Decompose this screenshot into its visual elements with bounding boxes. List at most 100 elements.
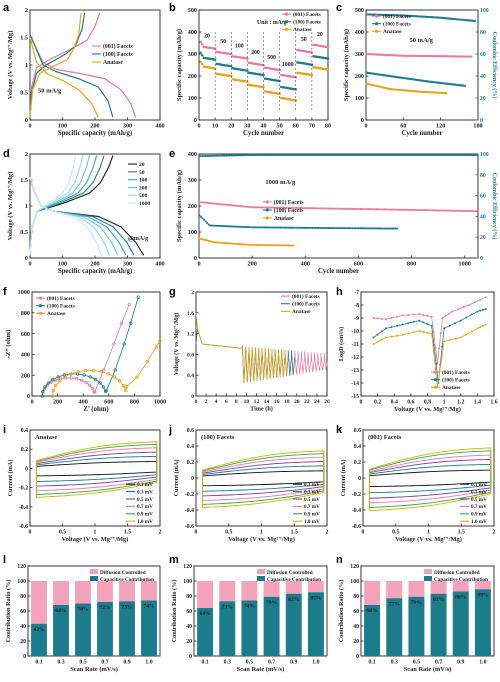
chart-a: 0 100 200 300 400 0 0.5 1 1.5 2 Specific capacity … <box>7 7 165 137</box>
data-point <box>462 209 465 212</box>
data-point <box>380 317 383 320</box>
data-point <box>379 208 383 211</box>
data-point <box>384 327 387 330</box>
y2-tick-label: 40 <box>480 214 486 220</box>
legend-entry: (100) Facets <box>47 303 75 310</box>
data-point <box>301 207 304 210</box>
data-point <box>218 154 222 157</box>
data-point <box>395 153 399 157</box>
panel-label-g: g <box>169 286 176 298</box>
data-point <box>326 57 330 60</box>
data-point <box>364 227 367 230</box>
data-point <box>268 226 271 229</box>
data-point <box>333 227 336 230</box>
data-point <box>206 154 209 157</box>
data-point <box>397 153 400 157</box>
y2-tick-label: 0 <box>480 256 483 262</box>
data-point <box>273 153 276 157</box>
data-point <box>255 206 258 209</box>
data-point <box>281 244 284 247</box>
data-point <box>233 204 236 207</box>
panel-g: g 0 2 4 6 8 10 12 14 16 18 20 22 24 26 0 0.4 0.8 1.2 1.6 2 Ti… <box>166 284 333 422</box>
data-point <box>439 332 442 335</box>
data-point <box>324 226 327 230</box>
data-point <box>319 153 322 157</box>
data-point <box>400 208 403 211</box>
legend-marker <box>38 296 43 300</box>
legend-entry: 1.0 mV <box>304 519 320 525</box>
data-point <box>410 153 413 157</box>
legend-entry: (001) Facets <box>103 43 134 50</box>
x-tick-label: 0.2 <box>374 399 381 405</box>
data-point <box>200 54 204 57</box>
y-tick-label: 200 <box>21 372 30 379</box>
data-point <box>202 201 206 204</box>
y-tick-label: 40 <box>20 624 26 630</box>
panel-label-a: a <box>3 2 10 14</box>
data-point <box>325 153 328 157</box>
legend-entry: Anatase <box>292 309 311 315</box>
data-point <box>426 331 429 334</box>
data-point <box>54 383 58 388</box>
data-point <box>396 334 399 337</box>
data-point <box>360 227 363 230</box>
x-tick-label: 0.9 <box>290 660 297 666</box>
x-tick-label: 1.6 <box>490 399 497 405</box>
legend-marker <box>284 12 289 16</box>
legend-entry: (001) Facets <box>442 369 470 376</box>
annotation: @mA/g <box>128 235 149 242</box>
data-point <box>481 308 484 311</box>
x-tick-label: 0 <box>195 529 198 535</box>
x-tick-label: 1.0 <box>479 660 486 666</box>
data-point <box>244 205 247 208</box>
data-point <box>327 153 330 157</box>
legend-entry: 0.1 mV <box>304 482 320 488</box>
legend-marker <box>374 29 379 33</box>
data-point <box>386 208 389 211</box>
x-tick-label: 0 <box>195 399 198 405</box>
data-point <box>104 389 108 393</box>
y-tick-label: 60 <box>353 609 359 615</box>
data-point <box>308 153 311 157</box>
data-point <box>463 84 467 87</box>
data-point <box>424 209 427 212</box>
data-point <box>207 201 210 205</box>
bar-diffusion <box>263 581 280 597</box>
data-point <box>239 205 242 208</box>
y2-axis-label: Coulombic Efficiency (%) <box>491 32 498 99</box>
panel-b: b 0 10 20 30 40 50 60 70 80 0 100 200 300 400 500 Cycle … <box>166 0 333 146</box>
y-tick-label: 0.8 <box>187 352 194 358</box>
data-point <box>344 227 347 230</box>
data-point <box>301 226 304 229</box>
data-point <box>201 201 204 204</box>
data-point <box>396 315 399 318</box>
data-point <box>467 153 470 157</box>
data-point <box>236 154 239 157</box>
legend-marker <box>265 200 269 204</box>
data-point <box>314 153 317 157</box>
x-tick-label: 0 <box>197 123 200 130</box>
x-axis-label: Z’ (ohm) <box>83 406 108 413</box>
data-point <box>254 226 257 229</box>
y-tick-label: 400 <box>21 352 30 359</box>
y-tick-label: 0.6 <box>187 428 194 434</box>
panel-label-c: c <box>336 2 343 14</box>
data-point <box>472 153 475 157</box>
data-point <box>287 153 290 157</box>
data-point <box>475 153 478 157</box>
data-point <box>426 314 429 317</box>
bar-capacitive <box>364 605 381 656</box>
data-point <box>360 208 363 211</box>
y-tick-label: -9 <box>354 316 359 322</box>
data-point <box>41 389 45 394</box>
bar-diffusion <box>408 581 425 597</box>
panel-title: Anatase <box>35 434 58 441</box>
y-tick-label: 0.4 <box>21 428 28 434</box>
data-point <box>273 206 276 209</box>
legend-marker <box>433 370 438 374</box>
series-line <box>29 155 91 256</box>
data-point <box>209 224 212 227</box>
data-point <box>454 337 457 340</box>
data-point <box>289 153 292 157</box>
legend-marker <box>38 304 43 308</box>
